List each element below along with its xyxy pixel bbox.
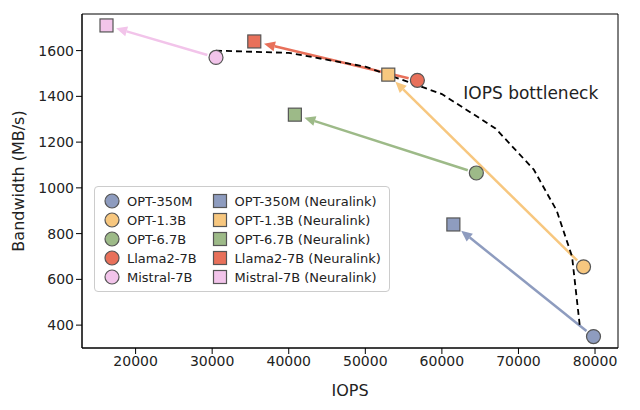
html-text:Llama2-7B: Llama2-7B (127, 250, 197, 266)
svg-text:Bandwidth (MB/s): Bandwidth (MB/s) (9, 110, 28, 251)
svg-text:1600: 1600 (38, 43, 74, 59)
html-text:OPT-1.3B: OPT-1.3B (127, 212, 187, 228)
html-text:Mistral-7B: Mistral-7B (127, 269, 193, 285)
html-text:OPT-350M: OPT-350M (127, 193, 193, 209)
svg-text:50000: 50000 (343, 353, 388, 369)
svg-text:600: 600 (47, 271, 74, 287)
svg-text:IOPS: IOPS (331, 381, 368, 400)
svg-text:70000: 70000 (496, 353, 541, 369)
svg-text:1000: 1000 (38, 180, 74, 196)
html-text:Mistral-7B (Neuralink): Mistral-7B (Neuralink) (234, 269, 377, 285)
html-text:OPT-350M (Neuralink): OPT-350M (Neuralink) (234, 193, 377, 209)
svg-text:400: 400 (47, 317, 74, 333)
html-text:OPT-6.7B (Neuralink): OPT-6.7B (Neuralink) (234, 231, 371, 247)
svg-text:20000: 20000 (113, 353, 158, 369)
svg-text:1200: 1200 (38, 134, 74, 150)
svg-text:30000: 30000 (190, 353, 235, 369)
html-text:OPT-6.7B: OPT-6.7B (127, 231, 187, 247)
html-text:Llama2-7B (Neuralink): Llama2-7B (Neuralink) (234, 250, 381, 266)
html-text:OPT-1.3B (Neuralink): OPT-1.3B (Neuralink) (234, 212, 371, 228)
svg-text:800: 800 (47, 226, 74, 242)
svg-text:IOPS bottleneck: IOPS bottleneck (463, 83, 598, 103)
svg-text:80000: 80000 (573, 353, 618, 369)
svg-text:1400: 1400 (38, 88, 74, 104)
svg-text:60000: 60000 (420, 353, 465, 369)
svg-text:40000: 40000 (266, 353, 311, 369)
